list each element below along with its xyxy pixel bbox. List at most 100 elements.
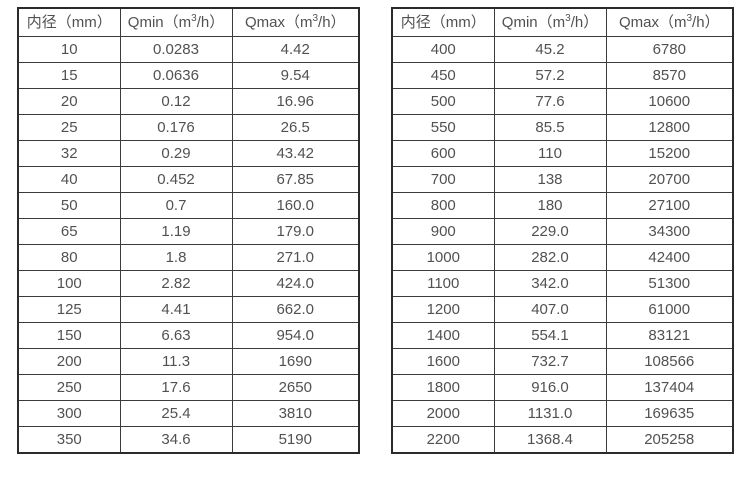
table-row: 700 138 20700 [391, 166, 734, 193]
cell-diameter: 1200 [391, 296, 495, 323]
cell-qmin: 0.7 [119, 192, 233, 219]
header-qmin-unit-text: /h） [570, 14, 599, 31]
header-qmin-unit-text: /h） [196, 14, 225, 31]
table-row: 1800 916.0 137404 [391, 374, 734, 401]
cell-qmin: 45.2 [493, 36, 607, 63]
cell-qmax: 954.0 [231, 322, 360, 349]
cell-diameter: 700 [391, 166, 495, 193]
cell-qmax: 424.0 [231, 270, 360, 297]
table-row: 1200 407.0 61000 [391, 296, 734, 323]
cell-qmin: 229.0 [493, 218, 607, 245]
cell-diameter: 200 [17, 348, 121, 375]
table-row: 600 110 15200 [391, 140, 734, 167]
flow-spec-table-large-diameters: 内径（mm） Qmin（m3/h） Qmax（m3/h） 400 45.2 67… [391, 7, 734, 454]
cell-qmin: 11.3 [119, 348, 233, 375]
cell-diameter: 600 [391, 140, 495, 167]
cell-diameter: 15 [17, 62, 121, 89]
header-qmax-superscript: 3 [312, 13, 319, 24]
cell-qmax: 83121 [605, 322, 734, 349]
cell-diameter: 300 [17, 400, 121, 427]
header-cell-qmin: Qmin（m3/h） [493, 7, 607, 37]
header-qmax-unit-text: /h） [692, 14, 720, 31]
cell-qmin: 4.41 [119, 296, 233, 323]
cell-qmin: 1368.4 [493, 426, 607, 454]
table-row: 100 2.82 424.0 [17, 270, 360, 297]
cell-qmin: 0.176 [119, 114, 233, 141]
cell-qmax: 9.54 [231, 62, 360, 89]
cell-diameter: 2200 [391, 426, 495, 454]
cell-diameter: 20 [17, 88, 121, 115]
header-qmin-text: Qmin（m [501, 14, 566, 31]
header-cell-diameter: 内径（mm） [391, 7, 495, 37]
cell-diameter: 1000 [391, 244, 495, 271]
cell-diameter: 10 [17, 36, 121, 63]
table-row: 2000 1131.0 169635 [391, 400, 734, 427]
cell-diameter: 450 [391, 62, 495, 89]
cell-qmin: 57.2 [493, 62, 607, 89]
cell-qmin: 407.0 [493, 296, 607, 323]
header-qmax-text: Qmax（m [244, 14, 313, 31]
cell-qmax: 61000 [605, 296, 734, 323]
cell-qmin: 1.8 [119, 244, 233, 271]
table-row: 125 4.41 662.0 [17, 296, 360, 323]
cell-diameter: 2000 [391, 400, 495, 427]
cell-qmin: 17.6 [119, 374, 233, 401]
cell-diameter: 550 [391, 114, 495, 141]
cell-qmax: 3810 [231, 400, 360, 427]
cell-diameter: 500 [391, 88, 495, 115]
cell-diameter: 800 [391, 192, 495, 219]
cell-qmin: 110 [493, 140, 607, 167]
cell-qmax: 26.5 [231, 114, 360, 141]
table-row: 32 0.29 43.42 [17, 140, 360, 167]
cell-diameter: 65 [17, 218, 121, 245]
cell-qmax: 4.42 [231, 36, 360, 63]
cell-qmin: 85.5 [493, 114, 607, 141]
cell-diameter: 80 [17, 244, 121, 271]
cell-qmin: 0.29 [119, 140, 233, 167]
cell-diameter: 400 [391, 36, 495, 63]
cell-diameter: 40 [17, 166, 121, 193]
table-row: 150 6.63 954.0 [17, 322, 360, 349]
table-row: 200 11.3 1690 [17, 348, 360, 375]
header-qmax-text: Qmax（m [618, 14, 687, 31]
table-row: 1100 342.0 51300 [391, 270, 734, 297]
header-qmax-superscript: 3 [686, 13, 693, 24]
cell-qmin: 342.0 [493, 270, 607, 297]
cell-qmax: 160.0 [231, 192, 360, 219]
cell-qmax: 51300 [605, 270, 734, 297]
cell-qmax: 205258 [605, 426, 734, 454]
table-row: 250 17.6 2650 [17, 374, 360, 401]
cell-qmax: 15200 [605, 140, 734, 167]
header-qmin-superscript: 3 [565, 13, 571, 24]
cell-qmin: 6.63 [119, 322, 233, 349]
cell-qmin: 0.452 [119, 166, 233, 193]
cell-qmax: 137404 [605, 374, 734, 401]
cell-diameter: 25 [17, 114, 121, 141]
cell-qmin: 916.0 [493, 374, 607, 401]
cell-qmax: 271.0 [231, 244, 360, 271]
cell-qmin: 0.12 [119, 88, 233, 115]
cell-qmin: 0.0283 [119, 36, 233, 63]
header-qmax-unit-text: /h） [318, 14, 346, 31]
table-row: 10 0.0283 4.42 [17, 36, 360, 63]
table-row: 300 25.4 3810 [17, 400, 360, 427]
flow-spec-table-small-diameters: 内径（mm） Qmin（m3/h） Qmax（m3/h） 10 0.0283 4… [17, 7, 360, 454]
header-cell-qmax: Qmax（m3/h） [605, 7, 734, 37]
cell-qmax: 179.0 [231, 218, 360, 245]
cell-qmax: 27100 [605, 192, 734, 219]
cell-qmax: 67.85 [231, 166, 360, 193]
table-row: 80 1.8 271.0 [17, 244, 360, 271]
cell-qmin: 25.4 [119, 400, 233, 427]
cell-diameter: 100 [17, 270, 121, 297]
cell-qmax: 1690 [231, 348, 360, 375]
cell-qmax: 108566 [605, 348, 734, 375]
cell-qmin: 2.82 [119, 270, 233, 297]
cell-diameter: 250 [17, 374, 121, 401]
header-row: 内径（mm） Qmin（m3/h） Qmax（m3/h） [17, 7, 360, 37]
cell-qmin: 180 [493, 192, 607, 219]
cell-qmin: 1.19 [119, 218, 233, 245]
table-row: 25 0.176 26.5 [17, 114, 360, 141]
cell-qmax: 10600 [605, 88, 734, 115]
table-row: 2200 1368.4 205258 [391, 426, 734, 454]
header-cell-qmax: Qmax（m3/h） [231, 7, 360, 37]
